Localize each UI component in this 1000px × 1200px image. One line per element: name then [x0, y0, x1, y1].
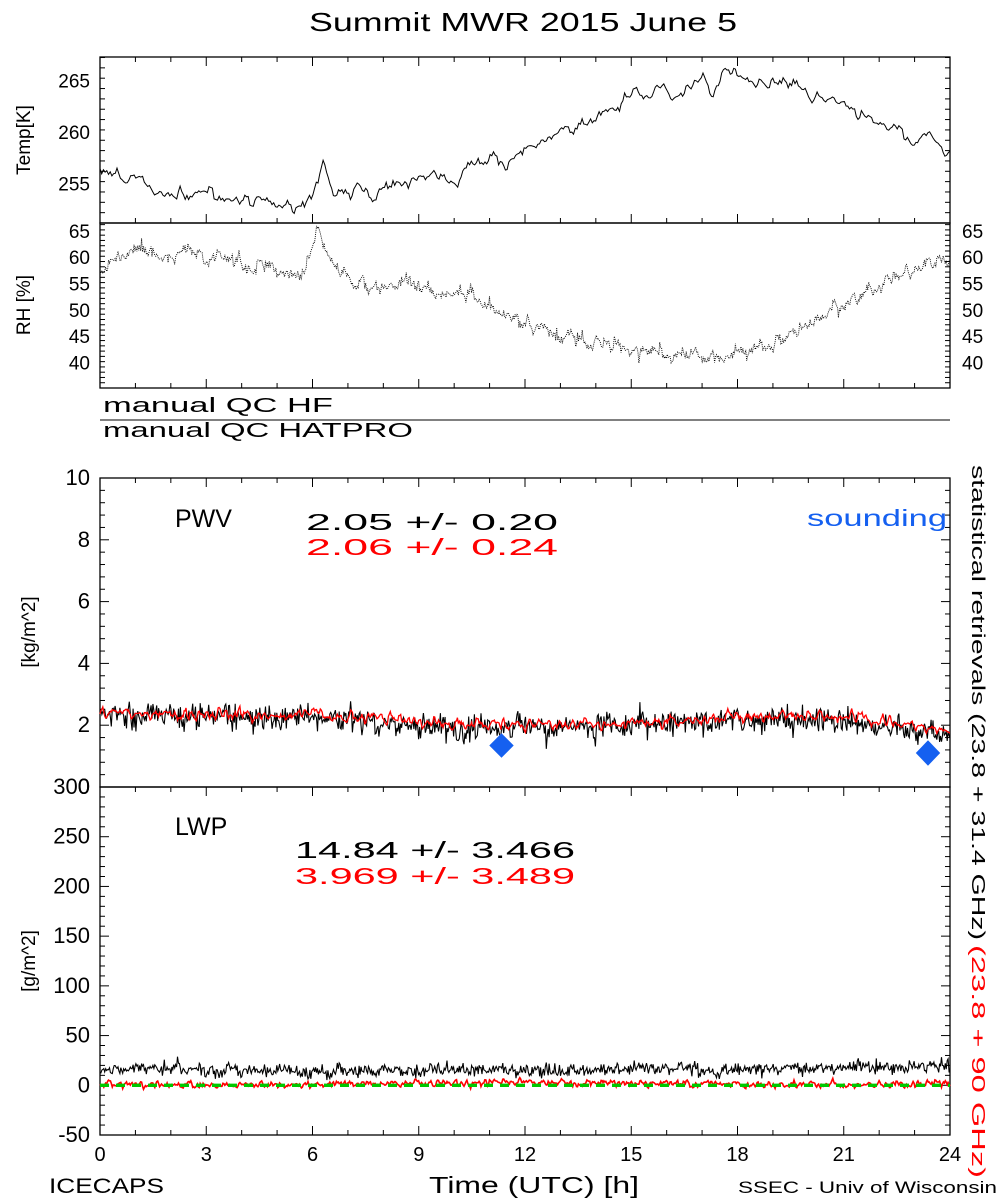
svg-text:265: 265	[58, 71, 90, 92]
svg-text:0: 0	[94, 1144, 105, 1166]
svg-text:[kg/m^2]: [kg/m^2]	[19, 596, 40, 667]
svg-text:260: 260	[58, 123, 90, 144]
svg-text:4: 4	[78, 650, 90, 675]
svg-text:3.969 +/- 3.489: 3.969 +/- 3.489	[295, 863, 575, 889]
svg-text:2.06 +/- 0.24: 2.06 +/- 0.24	[306, 534, 558, 560]
svg-text:manual QC HATPRO: manual QC HATPRO	[103, 420, 413, 442]
svg-text:RH [%]: RH [%]	[14, 275, 35, 335]
svg-text:-50: -50	[58, 1122, 90, 1147]
svg-text:PWV: PWV	[175, 505, 232, 533]
svg-text:50: 50	[69, 301, 90, 322]
svg-text:100: 100	[53, 973, 90, 998]
svg-text:50: 50	[66, 1023, 90, 1048]
svg-text:Temp[K]: Temp[K]	[14, 105, 35, 175]
svg-text:300: 300	[53, 774, 90, 799]
svg-text:40: 40	[69, 354, 90, 375]
svg-text:sounding: sounding	[807, 505, 947, 531]
svg-text:45: 45	[69, 327, 90, 348]
svg-text:LWP: LWP	[175, 813, 227, 841]
svg-text:55: 55	[962, 275, 983, 296]
svg-text:10: 10	[66, 465, 90, 490]
svg-text:manual QC HF: manual QC HF	[103, 395, 333, 417]
svg-text:9: 9	[413, 1144, 424, 1166]
svg-text:2.05 +/- 0.20: 2.05 +/- 0.20	[306, 509, 558, 535]
svg-text:255: 255	[58, 175, 90, 196]
svg-text:12: 12	[514, 1144, 536, 1166]
svg-text:3: 3	[201, 1144, 212, 1166]
svg-text:24: 24	[939, 1144, 961, 1166]
svg-text:14.84 +/- 3.466: 14.84 +/- 3.466	[295, 837, 575, 863]
svg-text:60: 60	[69, 248, 90, 269]
svg-text:50: 50	[962, 301, 983, 322]
svg-text:8: 8	[78, 527, 90, 552]
svg-text:[g/m^2]: [g/m^2]	[19, 930, 40, 992]
svg-text:Summit MWR 2015 June 5: Summit MWR 2015 June 5	[309, 7, 737, 37]
svg-text:statistical retrievals (23.8 +: statistical retrievals (23.8 + 31.4 GHz)	[968, 465, 988, 940]
svg-text:40: 40	[962, 354, 983, 375]
svg-text:6: 6	[307, 1144, 318, 1166]
svg-text:45: 45	[962, 327, 983, 348]
svg-text:150: 150	[53, 923, 90, 948]
svg-text:18: 18	[726, 1144, 748, 1166]
svg-text:6: 6	[78, 589, 90, 614]
svg-text:ICECAPS: ICECAPS	[49, 1175, 164, 1198]
svg-text:SSEC - Univ of Wisconsin: SSEC - Univ of Wisconsin	[738, 1178, 997, 1197]
svg-text:250: 250	[53, 824, 90, 849]
svg-text:Time (UTC) [h]: Time (UTC) [h]	[429, 1172, 639, 1198]
svg-text:0: 0	[78, 1072, 90, 1097]
svg-text:15: 15	[620, 1144, 642, 1166]
svg-text:2: 2	[78, 712, 90, 737]
svg-text:200: 200	[53, 873, 90, 898]
svg-text:55: 55	[69, 275, 90, 296]
svg-text:60: 60	[962, 248, 983, 269]
svg-text:21: 21	[833, 1144, 855, 1166]
svg-text:(23.8 + 90 GHz): (23.8 + 90 GHz)	[968, 945, 988, 1178]
svg-text:65: 65	[69, 222, 90, 243]
svg-text:65: 65	[962, 222, 983, 243]
